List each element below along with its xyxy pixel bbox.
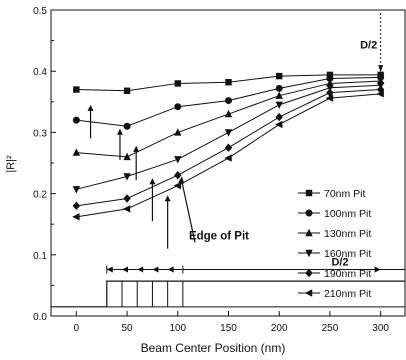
data-point-triangle-left	[122, 205, 131, 213]
data-point-triangle-left	[72, 213, 80, 221]
legend-item: 210nm Pit	[298, 288, 371, 300]
data-point-triangle-down	[72, 186, 81, 194]
dimension-arrowhead	[152, 266, 159, 273]
data-point-diamond	[72, 201, 81, 211]
x-tick-label: 250	[322, 323, 339, 334]
data-point-diamond	[174, 171, 182, 180]
data-point-triangle-up	[72, 148, 81, 156]
legend: 70nm Pit 100nm Pit 130nm Pit 160nm Pit 190nm…	[298, 188, 371, 300]
y-tick-label: 0.3	[33, 128, 47, 139]
legend-label: 210nm Pit	[324, 288, 371, 300]
data-point-square	[174, 80, 181, 87]
data-point-triangle-up	[275, 91, 283, 99]
edge-pointer-head	[178, 176, 185, 184]
data-point-triangle-down	[174, 156, 182, 164]
data-point-triangle-left	[325, 94, 334, 102]
data-point-diamond	[305, 268, 313, 278]
data-point-circle	[72, 116, 80, 124]
data-point-square	[326, 71, 334, 79]
x-tick-label: 100	[169, 323, 186, 334]
data-point-diamond	[224, 143, 233, 152]
data-point-square	[225, 79, 232, 86]
data-point-triangle-down	[224, 129, 233, 137]
y-tick-label: 0.1	[33, 251, 47, 262]
edge-pointer-shaft	[181, 181, 196, 243]
pit-diagram: D/2	[51, 256, 405, 308]
data-point-triangle-left	[304, 289, 313, 297]
edge-arrow-head	[133, 145, 140, 152]
data-point-diamond	[376, 85, 385, 94]
data-point-circle	[123, 122, 131, 130]
legend-label: 100nm Pit	[324, 208, 371, 220]
x-tick-label: 150	[220, 323, 237, 334]
legend-label: 70nm Pit	[324, 188, 366, 200]
data-point-diamond	[326, 88, 334, 97]
annotation-layer: Edge of Pit D/2	[87, 13, 384, 249]
legend-item: 130nm Pit	[298, 228, 371, 240]
data-point-triangle-up	[123, 152, 131, 161]
series-5	[72, 85, 385, 211]
data-point-triangle-down	[123, 173, 131, 181]
pit-profile	[51, 280, 405, 308]
x-tick-label: 50	[122, 323, 134, 334]
dimension-arrowhead	[106, 266, 113, 273]
edge-arrow-head	[164, 195, 171, 202]
y-axis-label: |R|²	[5, 155, 17, 173]
data-point-circle	[225, 97, 232, 105]
data-point-diamond	[275, 112, 283, 122]
data-point-circle	[326, 75, 334, 83]
series-2	[72, 73, 385, 130]
legend-label: 130nm Pit	[324, 228, 371, 240]
annotation-edge-of-pit: Edge of Pit	[189, 231, 249, 243]
y-tick-label: 0.4	[33, 67, 47, 78]
data-point-triangle-down	[275, 101, 283, 110]
dimension-arrowhead	[122, 266, 128, 273]
legend-item: 100nm Pit	[298, 208, 371, 220]
x-tick-label: 0	[74, 323, 80, 334]
data-point-circle	[275, 84, 283, 92]
data-point-square	[123, 87, 131, 94]
x-axis-label: Beam Center Position (nm)	[141, 341, 286, 355]
data-point-triangle-down	[326, 84, 334, 92]
axes: 0.0 0.1 0.2 0.3 0.4 0.5 0 50 100 150 200 250 300	[33, 6, 406, 334]
data-point-triangle-left	[376, 90, 384, 98]
annotation-d2-bottom: D/2	[331, 256, 348, 268]
legend-label: 190nm Pit	[324, 268, 371, 280]
series-6	[72, 90, 384, 221]
legend-item: 190nm Pit	[298, 268, 371, 280]
edge-arrow-head	[116, 128, 123, 135]
y-tick-label: 0.5	[33, 6, 47, 17]
series-layer	[72, 71, 385, 221]
dimension-arrowhead	[167, 266, 174, 273]
data-point-triangle-down	[305, 249, 313, 258]
dimension-arrowhead	[137, 266, 144, 273]
d2-arrowhead	[378, 65, 384, 73]
y-tick-label: 0.2	[33, 190, 47, 201]
data-point-diamond	[123, 194, 131, 203]
data-point-triangle-up	[174, 128, 182, 136]
dimension-arrowhead	[374, 266, 381, 273]
data-point-circle	[305, 209, 313, 217]
x-tick-label: 300	[372, 323, 389, 334]
data-point-triangle-up	[224, 109, 233, 118]
data-point-circle	[174, 103, 182, 111]
data-point-square	[276, 72, 283, 80]
data-point-square	[305, 189, 313, 197]
edge-arrow-head	[87, 104, 94, 111]
data-point-triangle-left	[173, 181, 181, 190]
annotation-d2-top: D/2	[360, 40, 377, 52]
edge-arrow-head	[149, 178, 156, 185]
data-point-triangle-up	[305, 228, 313, 237]
legend-label: 160nm Pit	[324, 248, 371, 260]
data-point-triangle-left	[224, 154, 232, 162]
y-tick-label: 0.0	[33, 312, 47, 323]
data-point-triangle-left	[275, 120, 283, 129]
legend-item: 70nm Pit	[298, 188, 366, 200]
data-point-square	[73, 86, 80, 93]
x-tick-label: 200	[271, 323, 288, 334]
legend-item: 160nm Pit	[298, 248, 371, 260]
